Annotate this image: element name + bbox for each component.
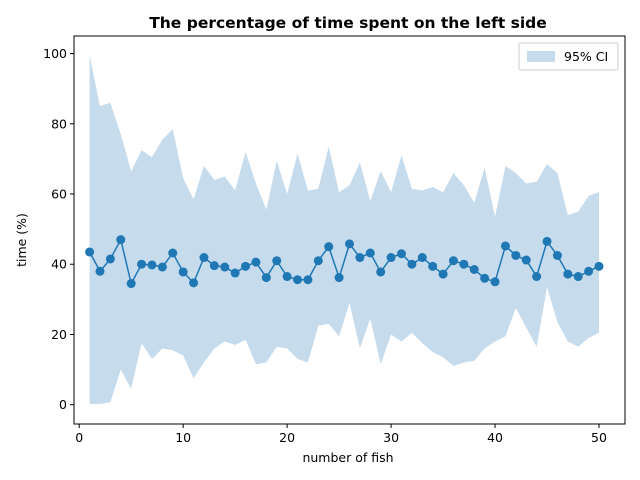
data-point xyxy=(147,260,157,270)
legend-label: 95% CI xyxy=(564,49,608,64)
data-point xyxy=(324,242,334,252)
data-point xyxy=(459,259,469,269)
plot-area xyxy=(73,35,626,425)
y-tick-label: 80 xyxy=(51,116,67,131)
data-point xyxy=(313,256,323,266)
legend-swatch xyxy=(527,51,555,62)
data-point xyxy=(376,267,386,277)
data-point xyxy=(563,269,573,279)
x-axis-label: number of fish xyxy=(302,450,393,465)
data-point xyxy=(386,253,396,263)
x-tick-label: 20 xyxy=(279,430,295,445)
data-point xyxy=(584,266,594,276)
data-point xyxy=(480,273,490,283)
y-tick-label: 0 xyxy=(59,397,67,412)
data-point xyxy=(532,272,542,282)
x-tick-label: 0 xyxy=(75,430,83,445)
x-tick-label: 50 xyxy=(591,430,607,445)
data-point xyxy=(417,253,427,263)
data-point xyxy=(303,275,313,285)
x-tick-label: 30 xyxy=(383,430,399,445)
data-point xyxy=(345,239,354,249)
data-point xyxy=(272,256,282,266)
data-point xyxy=(355,253,365,263)
chart-title: The percentage of time spent on the left… xyxy=(149,14,547,32)
y-tick-label: 40 xyxy=(51,257,67,272)
data-point xyxy=(137,259,147,269)
data-point xyxy=(241,261,251,271)
y-tick-label: 20 xyxy=(51,327,67,342)
legend: 95% CI xyxy=(518,42,619,71)
data-point xyxy=(438,269,448,279)
data-point xyxy=(105,254,115,264)
y-tick-label: 60 xyxy=(51,187,67,202)
data-point xyxy=(293,275,303,285)
x-axis-ticks: 0 10 20 30 40 50 xyxy=(75,424,607,445)
data-point xyxy=(521,255,531,265)
data-point xyxy=(178,267,188,277)
y-tick-label: 100 xyxy=(43,46,67,61)
x-tick-label: 10 xyxy=(175,430,191,445)
data-point xyxy=(95,266,105,276)
data-point xyxy=(230,268,240,278)
data-point xyxy=(168,248,178,258)
data-point xyxy=(334,273,344,283)
data-point xyxy=(490,277,500,287)
data-point xyxy=(396,249,406,259)
data-point xyxy=(448,256,458,266)
data-point xyxy=(199,253,209,263)
data-point xyxy=(428,261,438,271)
data-point xyxy=(157,262,167,272)
y-axis-ticks: 0 20 40 60 80 100 xyxy=(43,46,74,412)
axes-frame xyxy=(73,35,626,425)
data-point xyxy=(542,236,552,246)
data-point xyxy=(251,257,261,267)
legend-box xyxy=(518,42,619,71)
data-point xyxy=(220,262,230,272)
x-tick-label: 40 xyxy=(487,430,503,445)
data-point xyxy=(552,250,562,260)
data-point xyxy=(573,272,583,282)
data-point xyxy=(282,272,292,282)
confidence-band xyxy=(89,55,600,404)
data-point xyxy=(511,250,521,260)
data-point xyxy=(365,248,375,258)
data-point xyxy=(209,261,219,271)
data-point xyxy=(469,265,479,274)
data-point xyxy=(594,261,604,271)
data-point xyxy=(500,241,510,251)
data-point xyxy=(116,235,126,245)
data-point xyxy=(85,247,95,257)
data-point xyxy=(407,259,417,269)
data-point xyxy=(261,273,271,283)
data-point xyxy=(189,278,199,288)
data-point xyxy=(126,279,136,289)
y-axis-label: time (%) xyxy=(14,213,29,267)
